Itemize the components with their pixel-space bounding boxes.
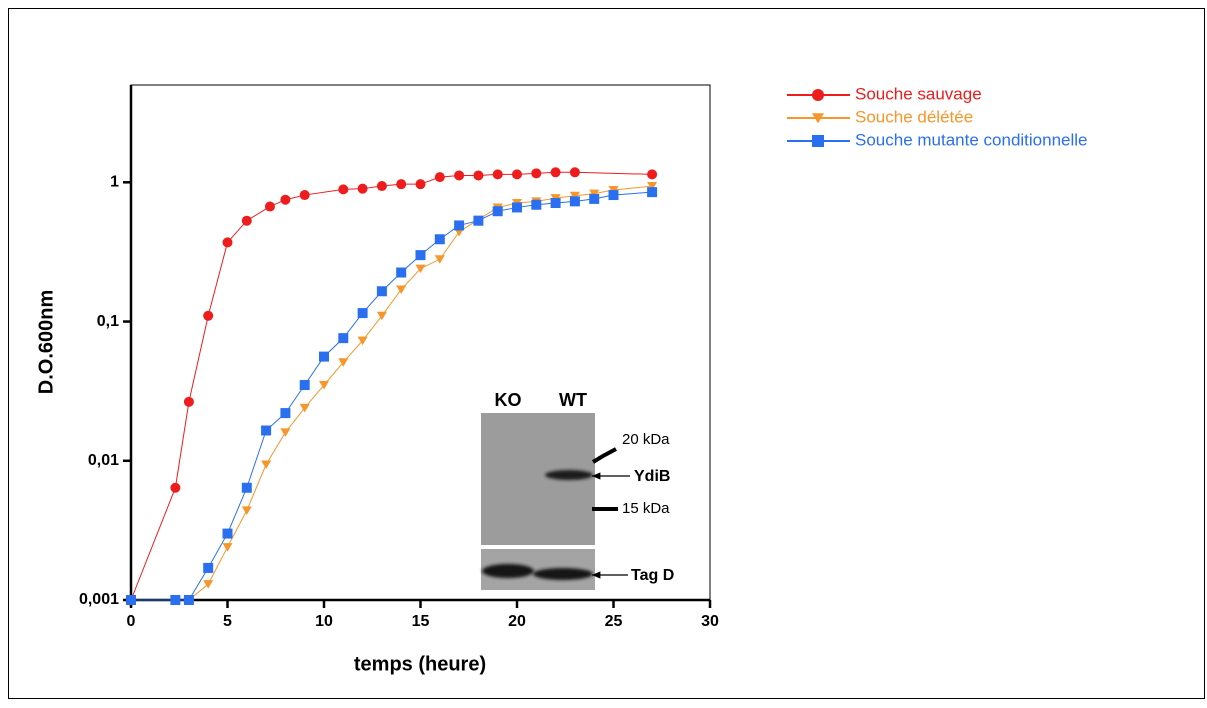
point	[473, 170, 484, 181]
point	[415, 250, 426, 261]
point	[203, 562, 214, 573]
y-tick-label: 0,01	[88, 452, 119, 469]
point	[569, 167, 580, 178]
point	[357, 183, 368, 194]
point	[241, 506, 252, 515]
x-tick-label: 5	[223, 613, 232, 630]
band	[482, 564, 534, 578]
marker-line	[591, 447, 617, 464]
y-tick-label: 0,001	[79, 591, 119, 608]
point	[647, 169, 658, 180]
point	[512, 202, 522, 213]
point	[396, 285, 407, 294]
point	[126, 595, 136, 605]
point	[647, 182, 658, 191]
point	[299, 190, 310, 201]
legend-marker	[812, 113, 824, 124]
point	[261, 460, 272, 470]
band	[533, 568, 593, 580]
plot-frame	[130, 84, 711, 601]
y-axis-label: D.O.600nm	[35, 290, 57, 394]
point	[454, 170, 465, 181]
point	[473, 215, 484, 226]
point	[183, 595, 194, 605]
point	[569, 191, 580, 201]
point	[396, 267, 407, 278]
point	[319, 381, 329, 390]
frame	[8, 8, 1205, 699]
point	[222, 237, 233, 248]
point	[415, 264, 426, 274]
point	[338, 333, 349, 344]
x-tick-label: 25	[605, 613, 623, 630]
point	[569, 196, 580, 207]
point	[222, 543, 233, 552]
y-tick-label: 1	[110, 174, 119, 191]
lane-label: KO	[495, 390, 522, 410]
point	[203, 310, 214, 321]
y-tick-label: 0,1	[97, 313, 119, 330]
inset: KO WT 20 kDa 15 kDa YdiB Tag D	[481, 390, 674, 590]
point	[241, 215, 252, 226]
legend-label: Souche sauvage	[855, 84, 982, 103]
x-axis-label: temps (heure)	[354, 653, 486, 675]
x-tick-label: 15	[412, 613, 430, 630]
point	[376, 181, 387, 192]
point	[299, 403, 310, 413]
point	[299, 380, 310, 391]
point	[170, 595, 181, 605]
point	[203, 580, 214, 589]
point	[589, 193, 600, 204]
band	[545, 470, 593, 480]
point	[492, 206, 503, 217]
point	[512, 169, 522, 180]
band-label: YdiB	[634, 468, 670, 485]
point	[550, 198, 561, 209]
point	[396, 179, 407, 190]
point	[222, 528, 233, 539]
x-tick-label: 0	[127, 613, 136, 630]
point	[280, 194, 291, 205]
point	[608, 190, 619, 201]
point	[531, 168, 542, 179]
point	[280, 428, 291, 437]
point	[170, 482, 181, 493]
marker-label: 20 kDa	[622, 431, 670, 448]
point	[319, 351, 329, 362]
point	[264, 201, 275, 212]
point	[454, 220, 465, 231]
point	[376, 311, 387, 321]
point	[434, 255, 445, 264]
point	[357, 336, 368, 346]
point	[376, 286, 387, 297]
legend-label: Souche mutante conditionnelle	[855, 130, 1088, 149]
x-tick-label: 30	[701, 613, 719, 630]
legend-label: Souche délétée	[855, 107, 973, 126]
x-tick-label: 10	[315, 613, 333, 630]
point	[241, 482, 252, 493]
point	[415, 179, 426, 190]
point	[357, 308, 368, 319]
point	[338, 358, 349, 367]
point	[261, 425, 272, 436]
point	[280, 408, 291, 419]
point	[531, 199, 542, 210]
legend-marker	[812, 135, 824, 147]
point	[492, 169, 503, 180]
point	[183, 396, 194, 407]
marker-label: 15 kDa	[622, 500, 670, 517]
point	[647, 187, 658, 198]
point	[589, 189, 600, 199]
legend-marker	[812, 89, 824, 101]
lane-label: WT	[559, 390, 587, 410]
x-tick-label: 20	[508, 613, 526, 630]
point	[550, 167, 561, 178]
point	[434, 172, 445, 183]
point	[338, 184, 349, 195]
band-label: Tag D	[631, 567, 674, 584]
point	[434, 234, 445, 245]
